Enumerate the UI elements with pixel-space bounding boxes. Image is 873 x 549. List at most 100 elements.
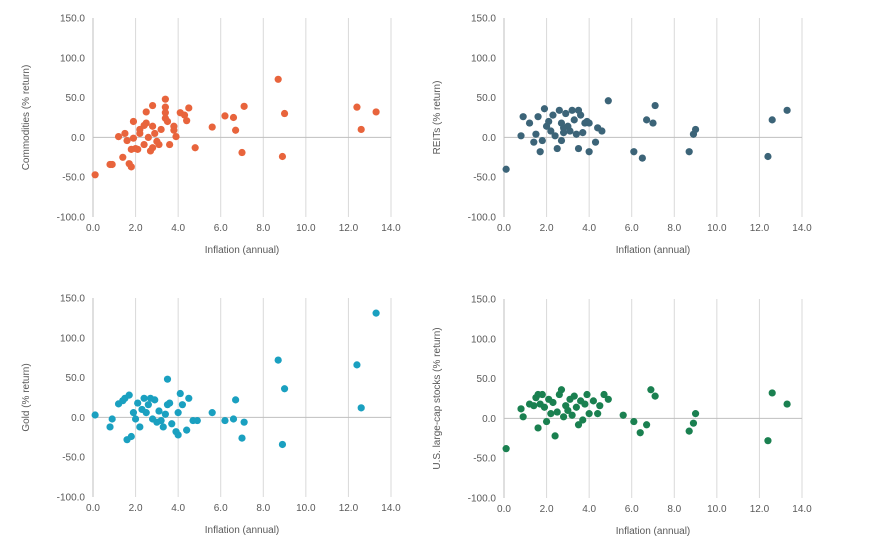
scatter-point bbox=[159, 423, 167, 431]
scatter-point bbox=[647, 386, 655, 394]
x-tick-label: 4.0 bbox=[171, 503, 185, 514]
scatter-point bbox=[570, 116, 578, 124]
scatter-point bbox=[163, 117, 172, 126]
scatter-point bbox=[372, 108, 380, 116]
scatter-point bbox=[238, 148, 246, 157]
scatter-point bbox=[547, 127, 555, 135]
scatter-point bbox=[140, 140, 148, 149]
scatter-point bbox=[221, 416, 229, 425]
x-tick-label: 2.0 bbox=[129, 503, 143, 514]
scatter-point bbox=[636, 429, 644, 437]
scatter-point bbox=[689, 419, 698, 427]
scatter-point bbox=[129, 117, 138, 126]
x-tick-label: 14.0 bbox=[792, 504, 812, 515]
scatter-point bbox=[783, 106, 791, 114]
scatter-point bbox=[157, 125, 165, 134]
scatter-point bbox=[155, 407, 163, 415]
y-axis-title: Gold (% return) bbox=[21, 363, 32, 431]
x-tick-label: 4.0 bbox=[171, 223, 185, 234]
x-tick-label: 0.0 bbox=[86, 503, 100, 514]
y-tick-label: 50.0 bbox=[477, 93, 497, 104]
scatter-point bbox=[161, 109, 169, 117]
x-tick-label: 10.0 bbox=[707, 223, 727, 234]
x-tick-label: 2.0 bbox=[540, 504, 554, 515]
x-tick-label: 14.0 bbox=[381, 223, 401, 234]
x-tick-label: 12.0 bbox=[339, 223, 359, 234]
scatter-point bbox=[517, 132, 525, 140]
y-tick-label: 100.0 bbox=[471, 53, 496, 64]
scatter-point bbox=[151, 129, 159, 138]
scatter-point bbox=[685, 427, 693, 435]
scatter-point bbox=[525, 119, 534, 127]
scatter-point bbox=[691, 125, 700, 134]
scatter-point bbox=[151, 396, 159, 404]
scatter-point bbox=[574, 144, 583, 153]
scatter-point bbox=[134, 145, 142, 153]
y-tick-label: 0.0 bbox=[482, 414, 496, 425]
scatter-point bbox=[768, 389, 776, 397]
scatter-point bbox=[630, 417, 638, 426]
scatter-point bbox=[238, 434, 246, 442]
scatter-point bbox=[545, 117, 553, 126]
scatter-point bbox=[560, 413, 568, 421]
scatter-point bbox=[136, 423, 144, 431]
x-tick-label: 2.0 bbox=[540, 223, 554, 234]
scatter-point bbox=[155, 140, 163, 149]
y-tick-label: 0.0 bbox=[71, 413, 85, 424]
scatter-point bbox=[178, 401, 186, 409]
scatter-point bbox=[551, 432, 559, 440]
scatter-point bbox=[183, 426, 191, 434]
scatter-point bbox=[591, 138, 600, 146]
scatter-point bbox=[142, 119, 150, 127]
x-tick-label: 4.0 bbox=[582, 223, 596, 234]
scatter-point bbox=[568, 411, 576, 419]
y-tick-label: -100.0 bbox=[468, 213, 497, 224]
scatter-point bbox=[538, 136, 546, 145]
scatter-point bbox=[517, 405, 525, 413]
scatter-point bbox=[519, 413, 527, 421]
x-tick-label: 2.0 bbox=[129, 223, 143, 234]
scatter-point bbox=[208, 123, 216, 131]
y-tick-label: 100.0 bbox=[60, 333, 85, 344]
scatter-point bbox=[357, 125, 365, 134]
scatter-point bbox=[185, 104, 193, 112]
scatter-point bbox=[585, 148, 593, 156]
scatter-point bbox=[540, 105, 549, 113]
scatter-point bbox=[566, 127, 574, 135]
chart-panel: 0.0 2.0 4.0 6.0 8.0 10.0 12.0 14.0 150.0 100.0 50.… bbox=[21, 14, 401, 257]
scatter-point bbox=[131, 415, 140, 423]
x-tick-label: 8.0 bbox=[667, 223, 681, 234]
scatter-point bbox=[551, 132, 559, 140]
scatter-point bbox=[583, 390, 591, 399]
chart-panel: 0.0 2.0 4.0 6.0 8.0 10.0 12.0 14.0 150.0 100.0 50.… bbox=[432, 295, 812, 538]
scatter-point bbox=[240, 418, 248, 426]
scatter-point bbox=[643, 421, 651, 429]
scatter-point bbox=[685, 148, 693, 156]
y-tick-label: -50.0 bbox=[62, 173, 85, 184]
scatter-point bbox=[651, 392, 659, 400]
scatter-point bbox=[783, 400, 791, 408]
scatter-point bbox=[163, 375, 172, 383]
y-tick-label: -100.0 bbox=[468, 494, 497, 505]
y-axis-title: U.S. large-cap stocks (% return) bbox=[432, 327, 443, 469]
scatter-point bbox=[581, 400, 589, 408]
x-tick-label: 6.0 bbox=[214, 223, 228, 234]
scatter-point bbox=[140, 394, 148, 402]
scatter-point bbox=[280, 109, 289, 118]
scatter-point bbox=[604, 395, 612, 403]
scatter-point bbox=[768, 116, 776, 124]
scatter-point bbox=[585, 410, 593, 418]
y-tick-label: -50.0 bbox=[473, 173, 496, 184]
x-tick-label: 10.0 bbox=[707, 504, 727, 515]
scatter-point bbox=[127, 432, 135, 441]
y-axis-title: Commodities (% return) bbox=[21, 65, 32, 171]
scatter-point bbox=[193, 416, 201, 425]
scatter-point bbox=[129, 134, 138, 142]
scatter-point bbox=[540, 403, 549, 411]
scatter-point bbox=[564, 406, 572, 415]
scatter-point bbox=[161, 103, 169, 111]
scatter-point bbox=[638, 154, 646, 162]
x-tick-label: 4.0 bbox=[582, 504, 596, 515]
scatter-point bbox=[180, 111, 189, 119]
scatter-point bbox=[144, 133, 152, 141]
